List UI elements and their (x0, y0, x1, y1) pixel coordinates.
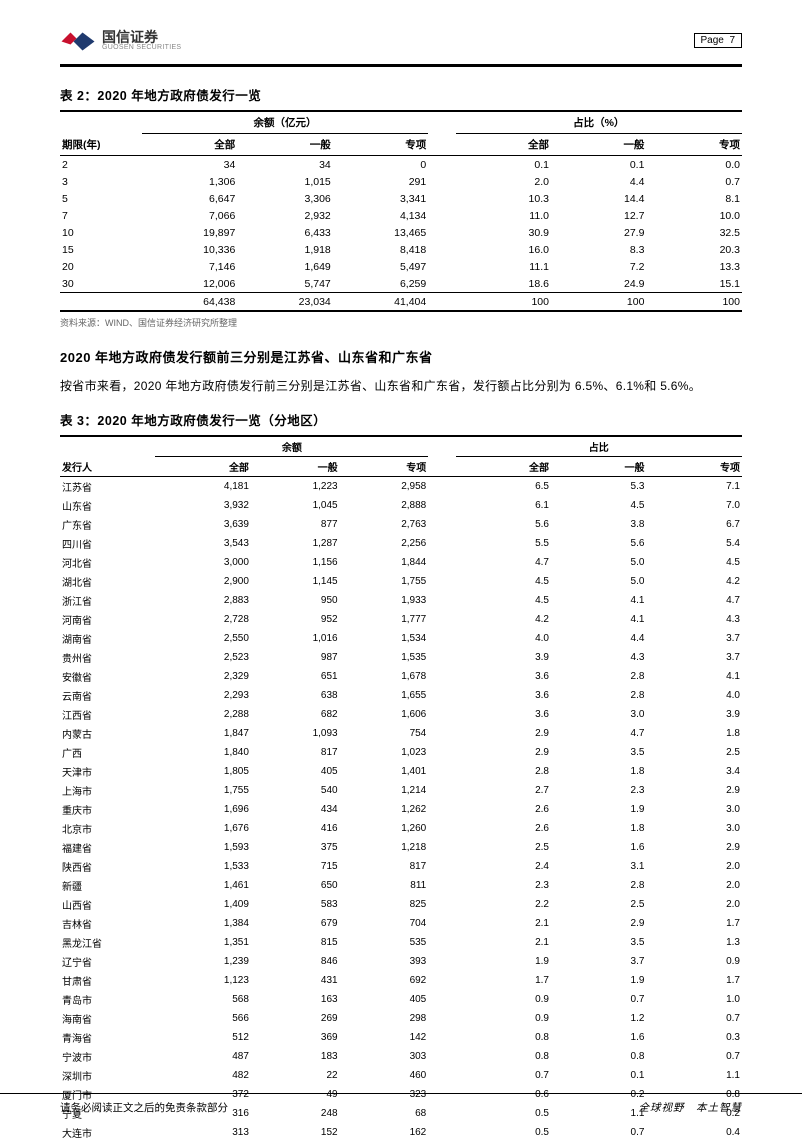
table-row: 内蒙古1,8471,0937542.94.71.8 (60, 724, 742, 743)
table3: 余额 占比 发行人 全部 一般 专项 全部 一般 专项 江苏省4,1811,22… (60, 435, 742, 1142)
company-logo-icon (60, 28, 96, 52)
table-row: 山西省1,4095838252.22.52.0 (60, 895, 742, 914)
table-row: 56,6473,3063,34110.314.48.1 (60, 190, 742, 207)
table-row: 宁波市4871833030.80.80.7 (60, 1047, 742, 1066)
col-issuer: 发行人 (60, 457, 155, 477)
content-area: 表 2：2020 年地方政府债发行一览 余额（亿元） 占比（%） 期限(年) 全… (0, 67, 802, 1142)
table2-source: 资料来源：WIND、国信证券经济研究所整理 (60, 316, 742, 329)
table-row: 陕西省1,5337158172.43.12.0 (60, 857, 742, 876)
table-row: 广东省3,6398772,7635.63.86.7 (60, 515, 742, 534)
table-row: 甘肃省1,1234316921.71.91.7 (60, 971, 742, 990)
table3-group-ratio: 占比 (456, 436, 742, 457)
table-row: 3012,0065,7476,25918.624.915.1 (60, 275, 742, 293)
table-row: 上海市1,7555401,2142.72.32.9 (60, 781, 742, 800)
section-paragraph: 按省市来看，2020 年地方政府债发行前三分别是江苏省、山东省和广东省，发行额占… (60, 376, 742, 396)
company-name-en: GUOSEN SECURITIES (102, 44, 181, 51)
table2-col-header: 期限(年) 全部 一般 专项 全部 一般 专项 (60, 134, 742, 156)
table-row: 广西1,8408171,0232.93.52.5 (60, 743, 742, 762)
col-gen-r: 一般 (551, 134, 646, 156)
col-all-r: 全部 (456, 134, 551, 156)
col-spc-a: 专项 (333, 134, 428, 156)
table-row: 2343400.10.10.0 (60, 156, 742, 174)
table-row: 浙江省2,8839501,9334.54.14.7 (60, 591, 742, 610)
table-row: 77,0662,9324,13411.012.710.0 (60, 207, 742, 224)
table-row: 贵州省2,5239871,5353.94.33.7 (60, 648, 742, 667)
table-row: 福建省1,5933751,2182.51.62.9 (60, 838, 742, 857)
table-row: 31,3061,0152912.04.40.7 (60, 173, 742, 190)
table2-title: 表 2：2020 年地方政府债发行一览 (60, 85, 742, 104)
table3-group-amount: 余额 (155, 436, 428, 457)
table-row: 1019,8976,43313,46530.927.932.5 (60, 224, 742, 241)
table-row: 青岛市5681634050.90.71.0 (60, 990, 742, 1009)
table-row: 江西省2,2886821,6063.63.03.9 (60, 705, 742, 724)
page-label: Page (701, 35, 724, 46)
table-row: 安徽省2,3296511,6783.62.84.1 (60, 667, 742, 686)
company-name-block: 国信证券 GUOSEN SECURITIES (102, 30, 181, 51)
col-spc-r: 专项 (646, 134, 742, 156)
table-row: 吉林省1,3846797042.12.91.7 (60, 914, 742, 933)
table-row: 207,1461,6495,49711.17.213.3 (60, 258, 742, 275)
table-row: 黑龙江省1,3518155352.13.51.3 (60, 933, 742, 952)
page-number-box: Page 7 (694, 33, 742, 48)
table-row: 湖南省2,5501,0161,5344.04.43.7 (60, 629, 742, 648)
table3-col-header: 发行人 全部 一般 专项 全部 一般 专项 (60, 457, 742, 477)
footer-disclaimer: 请务必阅读正文之后的免责条款部分 (60, 1100, 228, 1115)
table-row: 四川省3,5431,2872,2565.55.65.4 (60, 534, 742, 553)
table-row: 湖北省2,9001,1451,7554.55.04.2 (60, 572, 742, 591)
table-row: 江苏省4,1811,2232,9586.55.37.1 (60, 477, 742, 497)
table3-group-header: 余额 占比 (60, 436, 742, 457)
table2-group-ratio: 占比（%） (456, 111, 743, 134)
table-row: 1510,3361,9188,41816.08.320.3 (60, 241, 742, 258)
col-gen-a: 一般 (237, 134, 332, 156)
page-number: 7 (729, 35, 735, 46)
table-row: 河北省3,0001,1561,8444.75.04.5 (60, 553, 742, 572)
company-logo-block: 国信证券 GUOSEN SECURITIES (60, 28, 181, 52)
table2-sum-row: 64,43823,03441,404100100100 (60, 293, 742, 312)
table-row: 云南省2,2936381,6553.62.84.0 (60, 686, 742, 705)
col-all-a: 全部 (142, 134, 237, 156)
section-heading: 2020 年地方政府债发行额前三分别是江苏省、山东省和广东省 (60, 347, 742, 366)
page-footer: 请务必阅读正文之后的免责条款部分 全球视野 本土智慧 (0, 1093, 802, 1115)
table-row: 青海省5123691420.81.60.3 (60, 1028, 742, 1047)
table-row: 北京市1,6764161,2602.61.83.0 (60, 819, 742, 838)
table-row: 山东省3,9321,0452,8886.14.57.0 (60, 496, 742, 515)
table-row: 重庆市1,6964341,2622.61.93.0 (60, 800, 742, 819)
col-term: 期限(年) (60, 134, 142, 156)
table3-title: 表 3：2020 年地方政府债发行一览（分地区） (60, 410, 742, 429)
table-row: 海南省5662692980.91.20.7 (60, 1009, 742, 1028)
table-row: 辽宁省1,2398463931.93.70.9 (60, 952, 742, 971)
footer-slogan: 全球视野 本土智慧 (639, 1100, 743, 1115)
table2-group-amount: 余额（亿元） (142, 111, 428, 134)
table-row: 天津市1,8054051,4012.81.83.4 (60, 762, 742, 781)
page-header: 国信证券 GUOSEN SECURITIES Page 7 (0, 0, 802, 60)
company-name-cn: 国信证券 (102, 30, 181, 44)
table-row: 新疆1,4616508112.32.82.0 (60, 876, 742, 895)
table-row: 深圳市482224600.70.11.1 (60, 1066, 742, 1085)
table2: 余额（亿元） 占比（%） 期限(年) 全部 一般 专项 全部 一般 专项 234… (60, 110, 742, 312)
table2-group-header: 余额（亿元） 占比（%） (60, 111, 742, 134)
table-row: 河南省2,7289521,7774.24.14.3 (60, 610, 742, 629)
